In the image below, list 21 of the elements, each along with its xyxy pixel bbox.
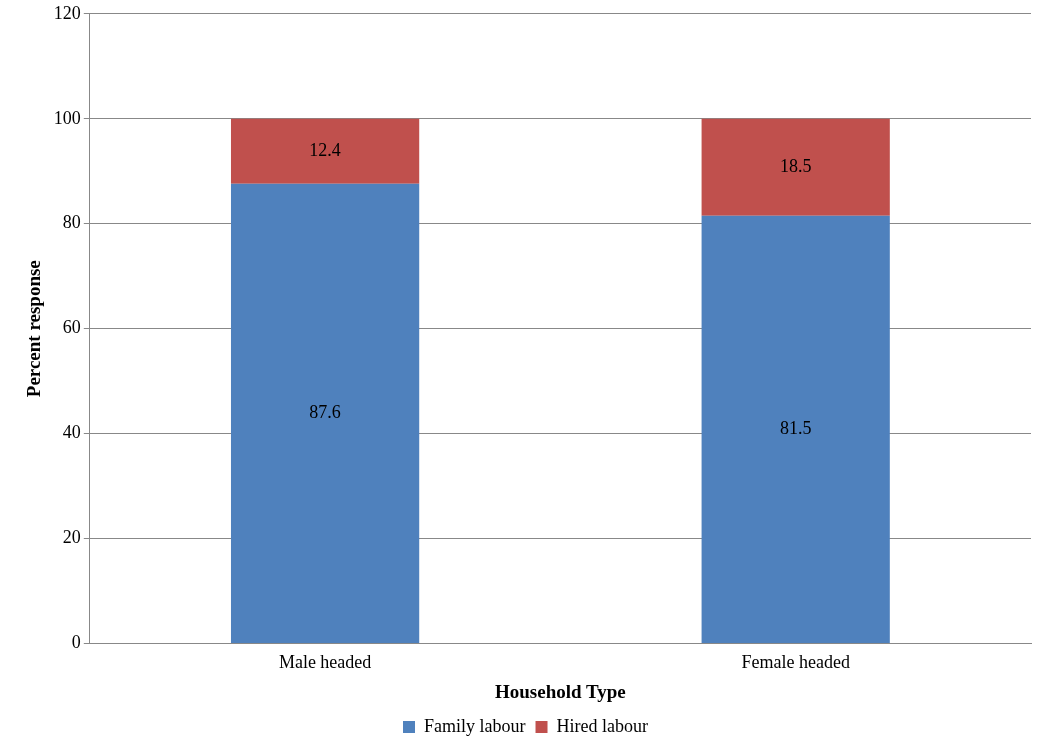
x-axis-title: Household Type [495,680,626,702]
y-tick-label: 60 [62,317,81,338]
legend-label: Family labour [424,715,526,736]
y-tick-label: 20 [62,527,81,548]
y-tick-label: 0 [71,632,81,653]
bar [701,215,890,644]
bar [701,118,890,216]
y-tick-label: 100 [53,107,81,128]
y-axis-title: Percent response [23,260,45,398]
bar [230,183,420,644]
y-tick-label: 80 [62,212,81,233]
bar [230,118,420,184]
data-label: 87.6 [309,402,341,423]
data-label: 18.5 [779,156,812,177]
x-tick-label: Male headed [278,652,372,673]
y-tick-label: 40 [62,422,81,443]
data-label: 81.5 [779,418,812,439]
legend-label: Hired labour [556,715,648,736]
x-tick-label: Female headed [741,652,850,673]
data-label: 12.4 [309,140,341,161]
y-tick-label: 120 [53,2,81,23]
